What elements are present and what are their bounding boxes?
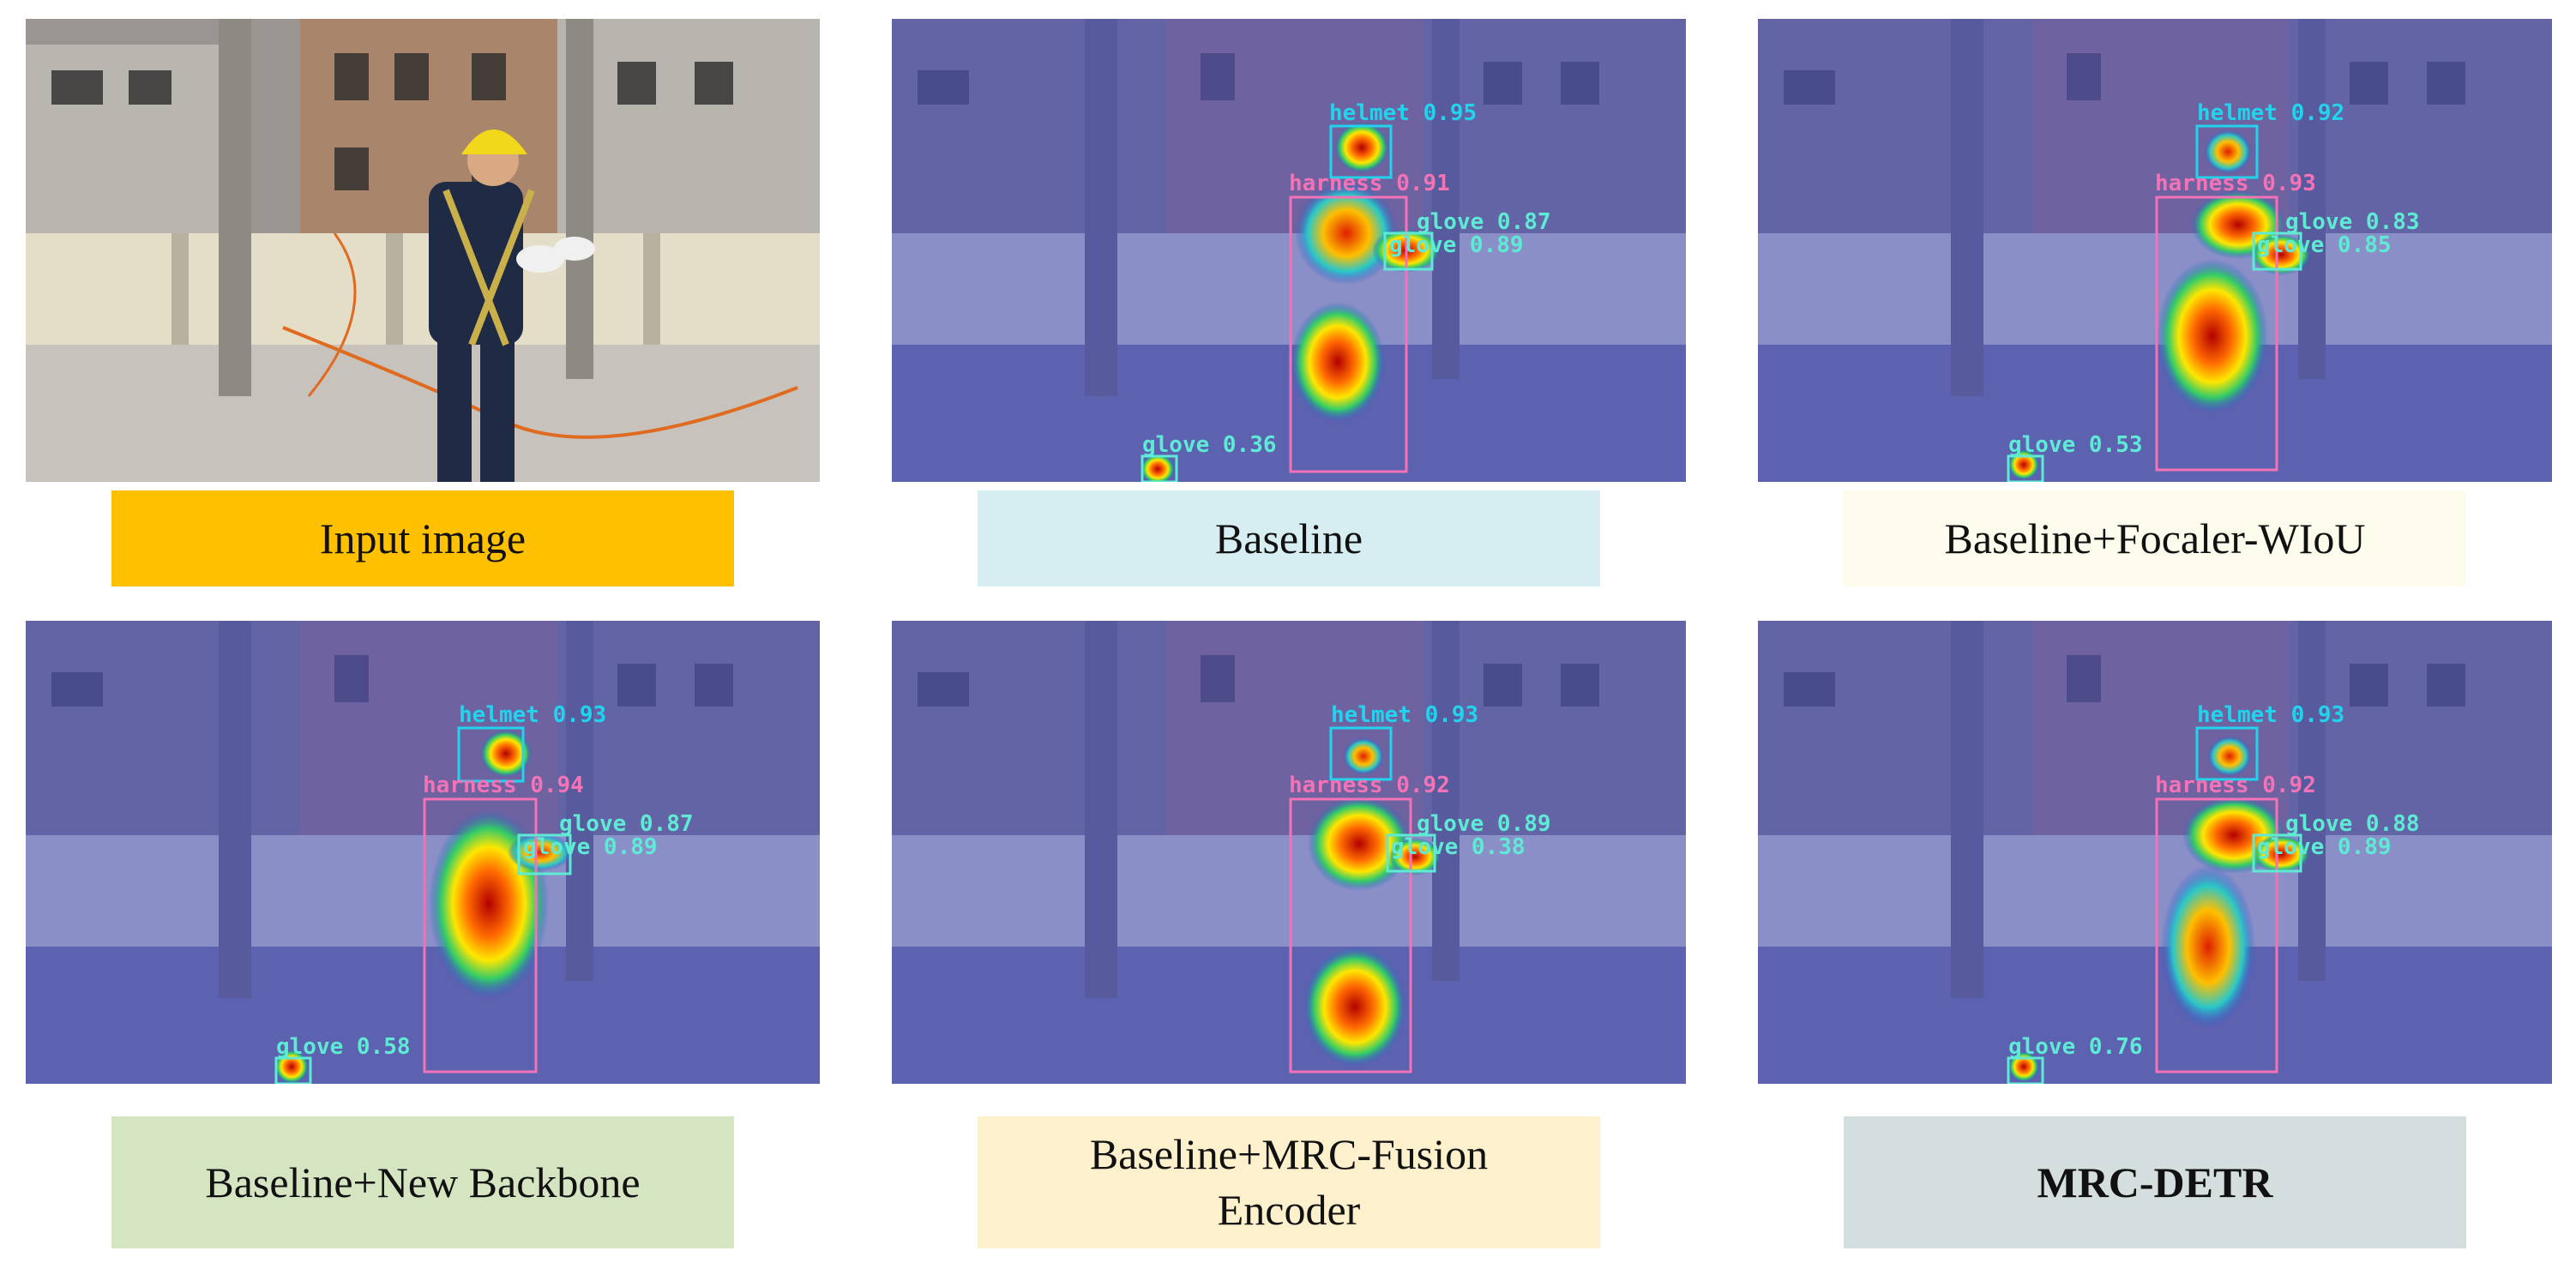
focaler-glove-b-label: glove 0.85 bbox=[2257, 232, 2392, 258]
backbone-heatmap-image: helmet 0.93 harness 0.94 glove 0.87 glov… bbox=[26, 621, 820, 1084]
backbone-panel: helmet 0.93 harness 0.94 glove 0.87 glov… bbox=[26, 621, 820, 1084]
mrc-detr-harness-label: harness 0.92 bbox=[2155, 773, 2316, 798]
mrc-fusion-glove-b-label: glove 0.38 bbox=[1391, 834, 1526, 860]
baseline-glove-b-label: glove 0.89 bbox=[1389, 232, 1524, 258]
focaler-glove-a-label: glove 0.83 bbox=[2285, 209, 2420, 235]
caption-baseline: Baseline bbox=[978, 490, 1600, 586]
backbone-glove-b-label: glove 0.89 bbox=[523, 834, 658, 860]
mrc-fusion-harness-label: harness 0.92 bbox=[1289, 773, 1450, 798]
baseline-helmet-label: helmet 0.95 bbox=[1329, 100, 1477, 126]
mrc-fusion-heatmap-image: helmet 0.93 harness 0.92 glove 0.89 glov… bbox=[892, 621, 1686, 1084]
mrc-fusion-helmet-label: helmet 0.93 bbox=[1331, 702, 1478, 728]
focaler-heatmap-image: helmet 0.92 harness 0.93 glove 0.83 glov… bbox=[1758, 19, 2552, 482]
input-image bbox=[26, 19, 820, 482]
focaler-panel: helmet 0.92 harness 0.93 glove 0.83 glov… bbox=[1758, 19, 2552, 482]
caption-mrc-fusion: Baseline+MRC-Fusion Encoder bbox=[978, 1116, 1600, 1248]
mrc-detr-glove-b-label: glove 0.89 bbox=[2257, 834, 2392, 860]
baseline-glove-c-label: glove 0.36 bbox=[1142, 432, 1277, 458]
input-image-panel bbox=[26, 19, 820, 482]
mrc-fusion-glove-a-label: glove 0.89 bbox=[1417, 811, 1551, 837]
mrc-detr-glove-c-label: glove 0.76 bbox=[2008, 1034, 2143, 1060]
mrc-detr-helmet-label: helmet 0.93 bbox=[2197, 702, 2344, 728]
mrc-detr-glove-a-label: glove 0.88 bbox=[2285, 811, 2420, 837]
caption-input-image: Input image bbox=[111, 490, 734, 586]
mrc-fusion-panel: helmet 0.93 harness 0.92 glove 0.89 glov… bbox=[892, 621, 1686, 1084]
mrc-detr-panel: helmet 0.93 harness 0.92 glove 0.88 glov… bbox=[1758, 621, 2552, 1084]
backbone-helmet-label: helmet 0.93 bbox=[459, 702, 606, 728]
baseline-panel: helmet 0.95 harness 0.91 glove 0.87 glov… bbox=[892, 19, 1686, 482]
backbone-glove-c-label: glove 0.58 bbox=[276, 1034, 411, 1060]
mrc-detr-heatmap-image: helmet 0.93 harness 0.92 glove 0.88 glov… bbox=[1758, 621, 2552, 1084]
focaler-glove-c-label: glove 0.53 bbox=[2008, 432, 2143, 458]
focaler-helmet-label: helmet 0.92 bbox=[2197, 100, 2344, 126]
caption-focaler: Baseline+Focaler-WIoU bbox=[1844, 490, 2466, 586]
baseline-heatmap-image: helmet 0.95 harness 0.91 glove 0.87 glov… bbox=[892, 19, 1686, 482]
baseline-harness-label: harness 0.91 bbox=[1289, 171, 1450, 196]
caption-new-backbone: Baseline+New Backbone bbox=[111, 1116, 734, 1248]
backbone-glove-a-label: glove 0.87 bbox=[559, 811, 694, 837]
caption-mrc-detr: MRC-DETR bbox=[1844, 1116, 2466, 1248]
baseline-glove-a-label: glove 0.87 bbox=[1417, 209, 1551, 235]
focaler-harness-label: harness 0.93 bbox=[2155, 171, 2316, 196]
backbone-harness-label: harness 0.94 bbox=[423, 773, 584, 798]
